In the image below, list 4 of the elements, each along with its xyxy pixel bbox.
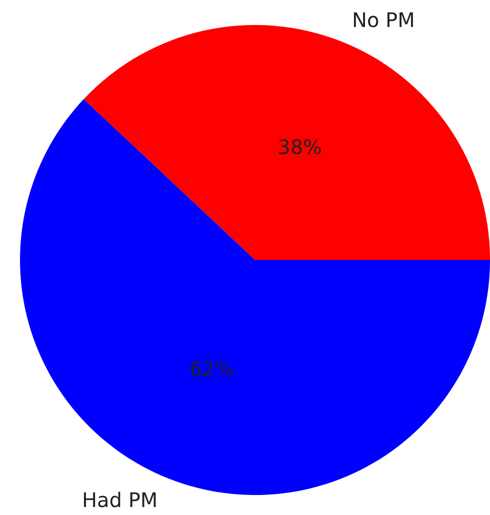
slice-label: Had PM [82, 488, 158, 512]
data-label: 38% [278, 134, 322, 159]
slice-label: No PM [352, 8, 415, 32]
data-label: 62% [190, 357, 234, 382]
